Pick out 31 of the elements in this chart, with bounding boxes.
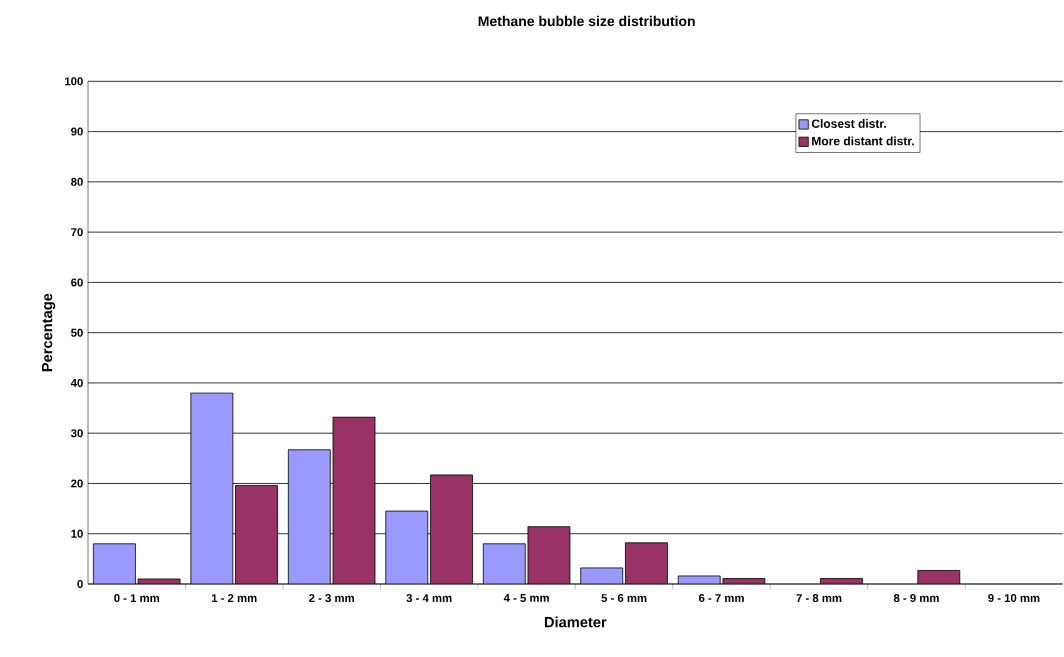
y-axis-title: Percentage [42,293,56,372]
x-tick-label: 6 - 7 mm [698,594,744,603]
legend-label: More distant distr. [812,136,914,146]
y-tick-label: 50 [71,328,83,337]
y-tick-label: 30 [70,429,83,438]
y-tick-label: 80 [71,177,83,186]
chart-title: Methane bubble size distribution [478,15,695,27]
y-tick-label: 90 [71,127,83,136]
bar [625,542,668,584]
x-tick-label: 7 - 8 mm [796,594,842,603]
x-axis-title: Diameter [544,616,607,628]
x-tick-label: 0 - 1 mm [114,594,159,603]
x-tick-label: 8 - 9 mm [893,594,939,603]
bar [430,474,473,584]
y-tick-label: 60 [71,278,83,287]
legend-label: Closest distr. [811,119,886,128]
bar [332,416,376,584]
y-tick-label: 70 [71,228,83,237]
y-tick-label: 40 [70,378,83,387]
x-tick-label: 4 - 5 mm [503,594,549,602]
y-tick-label: 20 [71,479,83,488]
x-tick-label: 2 - 3 mm [309,594,354,603]
y-tick-label: 0 [77,580,83,589]
bar [527,526,571,584]
y-tick-label: 10 [71,529,83,538]
x-tick-label: 3 - 4 mm [406,594,452,603]
bar [235,485,278,584]
y-tick-label: 100 [65,77,83,86]
x-tick-label: 5 - 6 mm [601,594,647,603]
x-tick-label: 9 - 10 mm [988,594,1040,603]
x-tick-label: 1 - 2 mm [211,594,257,602]
